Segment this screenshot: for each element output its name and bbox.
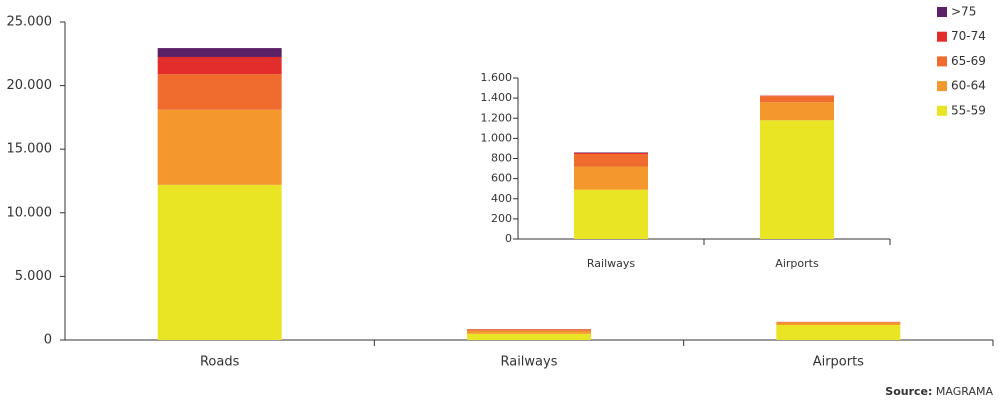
y-tick-label: 0 [44,333,52,348]
y-tick-label: 200 [491,212,512,225]
bar-segment [760,95,834,97]
bar-segment [157,184,282,340]
source-label: Source: [885,385,932,398]
y-tick-label: 10.000 [7,205,53,220]
source: Source: MAGRAMA [885,385,993,398]
legend-label: >75 [951,5,976,19]
bar-segment [776,321,901,323]
y-tick-label: 15.000 [7,142,53,157]
bar-segment [760,96,834,103]
legend-swatch [937,7,947,17]
legend-label: 70-74 [951,29,986,43]
y-tick-label: 400 [491,192,512,205]
legend-label: 55-59 [951,103,986,117]
y-tick-label: 0 [505,232,512,245]
bar-segment [776,324,901,340]
y-tick-label: 1.600 [481,71,513,84]
y-tick-label: 5.000 [15,269,52,284]
bar-segment [574,153,648,167]
bar-segment [157,74,282,110]
source-text: MAGRAMA [936,385,994,398]
bar-segment [574,152,648,153]
bar-segment [760,102,834,121]
y-tick-label: 1.200 [481,111,513,124]
x-tick-label: Roads [200,355,240,370]
legend-swatch [937,31,947,42]
y-tick-label: 800 [491,152,512,165]
y-tick-label: 1.000 [481,131,513,144]
x-tick-label: Railways [587,257,636,270]
y-tick-label: 1.400 [481,91,513,104]
bar-segment [467,329,591,331]
bar-segment [776,322,901,325]
y-tick-label: 25.000 [7,15,53,30]
legend-label: 65-69 [951,54,986,68]
legend-label: 60-64 [951,79,986,93]
legend-swatch [937,81,947,92]
bar-segment [157,56,282,75]
bar-segment [467,333,591,340]
bar-segment [467,330,591,334]
bar-segment [574,152,648,154]
y-tick-label: 20.000 [7,78,53,93]
bar-segment [157,48,282,57]
x-tick-label: Airports [813,355,864,370]
bar-segment [574,166,648,190]
x-tick-label: Airports [775,257,819,270]
legend-swatch [937,56,947,67]
bar-segment [574,189,648,239]
legend-swatch [937,105,947,116]
x-tick-label: Railways [500,355,557,370]
y-tick-label: 600 [491,172,512,185]
bar-segment [157,109,282,185]
bar-segment [760,120,834,239]
